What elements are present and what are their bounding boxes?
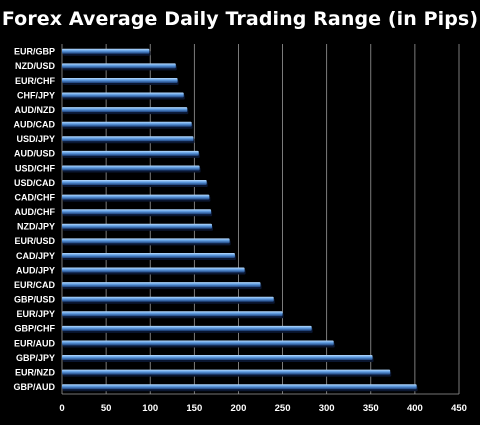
bar-gbp-jpy [62, 355, 373, 361]
x-tick-label: 0 [59, 403, 64, 414]
category-label: AUD/CHF [15, 207, 56, 217]
category-label: GBP/JPY [16, 353, 55, 363]
category-label: GBP/USD [14, 295, 56, 305]
x-tick-label: 200 [231, 403, 247, 414]
bar-nzd-jpy [62, 223, 212, 229]
category-label: USD/JPY [16, 134, 55, 144]
x-tick-label: 400 [407, 403, 423, 414]
bar-nzd-usd [62, 63, 176, 69]
category-label: CAD/JPY [16, 251, 55, 261]
bar-eur-aud [62, 340, 334, 346]
category-label: NZD/USD [15, 61, 55, 71]
bar-gbp-aud [62, 384, 417, 390]
category-label: EUR/AUD [14, 338, 56, 348]
category-label: USD/CAD [14, 178, 56, 188]
bar-gbp-chf [62, 325, 312, 331]
bar-chf-jpy [62, 92, 184, 98]
bar-aud-cad [62, 121, 192, 127]
bar-usd-jpy [62, 136, 194, 142]
category-label: USD/CHF [15, 163, 56, 173]
category-label: GBP/CHF [15, 324, 56, 334]
category-label: EUR/USD [14, 236, 55, 246]
x-tick-label: 100 [142, 403, 158, 414]
category-label: AUD/NZD [15, 105, 56, 115]
x-tick-label: 150 [186, 403, 202, 414]
category-label: EUR/NZD [15, 367, 55, 377]
grid-lines [61, 44, 460, 395]
category-labels: EUR/GBP NZD/USD EUR/CHF CHF/JPY AUD/NZD AUD/C… [13, 47, 55, 392]
bar-aud-nzd [62, 107, 188, 113]
bar-eur-usd [62, 238, 230, 244]
category-label: NZD/JPY [17, 222, 55, 232]
bar-eur-gbp [62, 48, 150, 54]
x-tick-label: 250 [275, 403, 291, 414]
bar-eur-chf [62, 77, 178, 83]
bar-aud-usd [62, 150, 199, 156]
bar-eur-cad [62, 282, 261, 288]
category-label: EUR/GBP [14, 47, 55, 57]
x-tick-labels: 0 50 100 150 200 250 300 350 400 450 [59, 403, 467, 414]
category-label: EUR/CHF [15, 76, 56, 86]
category-label: EUR/CAD [14, 280, 56, 290]
bar-gbp-usd [62, 296, 274, 302]
bar-usd-chf [62, 165, 200, 171]
category-label: AUD/JPY [16, 265, 55, 275]
x-tick-label: 350 [363, 403, 379, 414]
category-label: CHF/JPY [17, 90, 55, 100]
category-label: AUD/USD [14, 149, 56, 159]
bar-cad-jpy [62, 252, 235, 258]
category-label: CAD/CHF [15, 192, 56, 202]
chart-title: Forex Average Daily Trading Range (in Pi… [1, 8, 479, 30]
bar-usd-cad [62, 180, 207, 186]
bars [62, 48, 418, 392]
bar-aud-chf [62, 209, 212, 215]
x-tick-label: 300 [319, 403, 335, 414]
category-label: GBP/AUD [13, 382, 55, 392]
bar-aud-jpy [62, 267, 245, 273]
category-label: AUD/CAD [14, 120, 56, 130]
x-tick-label: 450 [451, 403, 467, 414]
bar-eur-nzd [62, 369, 391, 375]
bar-eur-jpy [62, 311, 283, 317]
x-tick-label: 50 [101, 403, 112, 414]
bar-cad-chf [62, 194, 210, 200]
category-label: EUR/JPY [16, 309, 55, 319]
